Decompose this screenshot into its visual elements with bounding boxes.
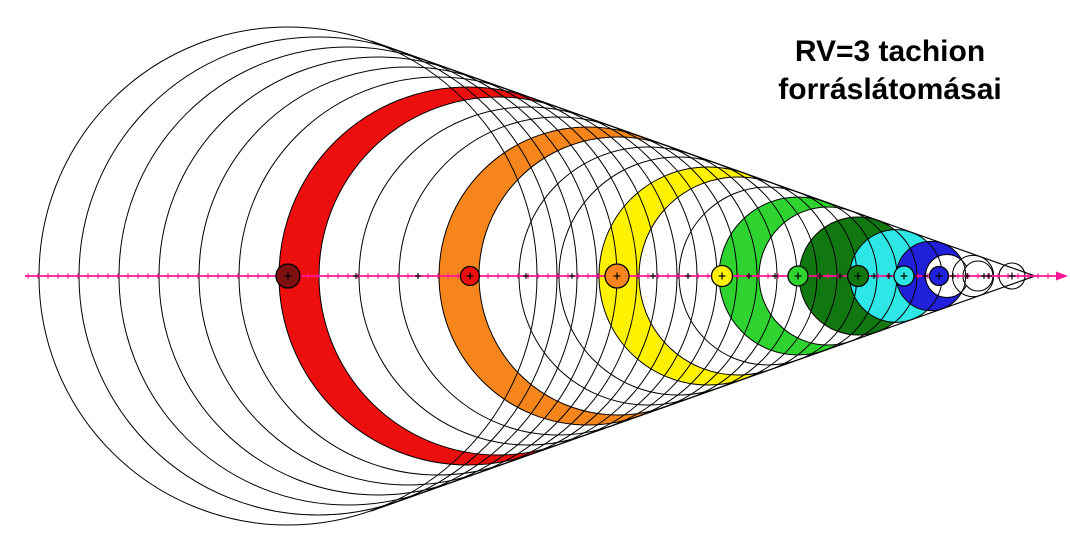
diagram-title: RV=3 tachion forráslátomásai [730,33,1050,109]
mach-cone-lower-line [370,275,1036,512]
emission-bands-layer [278,86,962,465]
source-dots-layer [275,263,1016,289]
emission-band-red [278,86,545,465]
trajectory-arrowhead [1056,271,1068,281]
mach-cone-layer [370,40,1036,512]
emission-band-green [719,197,838,356]
mach-cone-upper-line [370,40,1036,277]
emission-band-orange [439,126,651,425]
emission-band-yellow [599,166,758,385]
diagram-title-line2: forráslátomásai [778,73,1002,106]
diagram-title-line1: RV=3 tachion [794,35,986,68]
